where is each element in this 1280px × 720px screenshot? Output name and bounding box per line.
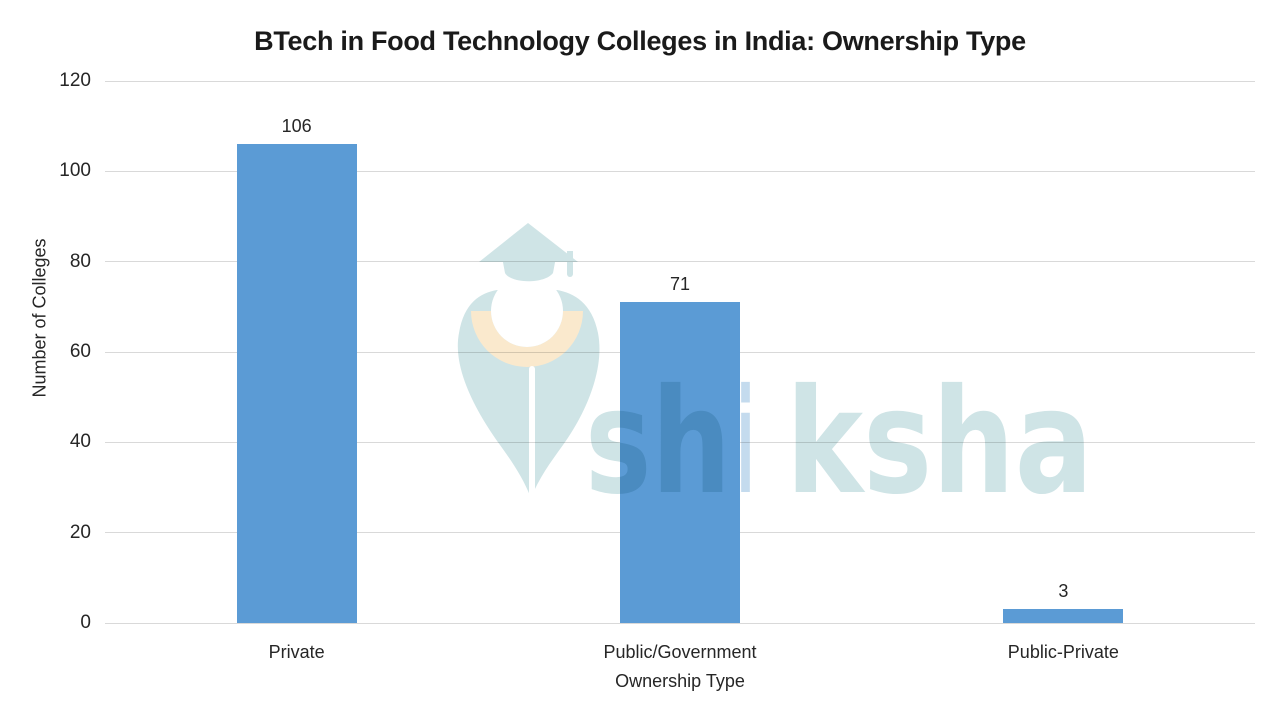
shiksha-logo-icon <box>457 223 600 506</box>
graduation-cap-tassel <box>567 251 573 277</box>
nib-cream-arc <box>471 311 583 367</box>
bar-value-label: 71 <box>669 274 691 295</box>
bar-value-label: 3 <box>1058 581 1069 602</box>
y-tick-label: 80 <box>69 250 91 272</box>
graduation-cap-icon <box>479 223 578 262</box>
pen-nib-icon <box>457 290 600 498</box>
x-axis-title: Ownership Type <box>615 671 745 691</box>
y-tick-label: 60 <box>69 341 91 362</box>
x-tick-label: Public/Government <box>603 642 757 662</box>
x-tick-label: Public-Private <box>1007 642 1119 662</box>
y-tick-label: 20 <box>69 521 91 543</box>
y-tick-label: 0 <box>80 612 91 633</box>
bar-value-label: 106 <box>281 116 312 137</box>
bar <box>620 302 740 623</box>
nib-head <box>491 275 563 347</box>
gridline <box>105 170 1255 172</box>
x-tick-label: Private <box>268 642 325 662</box>
y-tick-label: 40 <box>69 431 91 453</box>
nib-slit <box>529 366 535 506</box>
gridline <box>105 622 1255 624</box>
bar <box>1003 609 1124 623</box>
chart-title: BTech in Food Technology Colleges in Ind… <box>254 26 1026 56</box>
bar <box>236 144 357 623</box>
gridline <box>105 261 1255 263</box>
y-tick-label: 100 <box>59 160 91 182</box>
gridline <box>105 80 1255 82</box>
y-tick-label: 120 <box>59 70 91 91</box>
